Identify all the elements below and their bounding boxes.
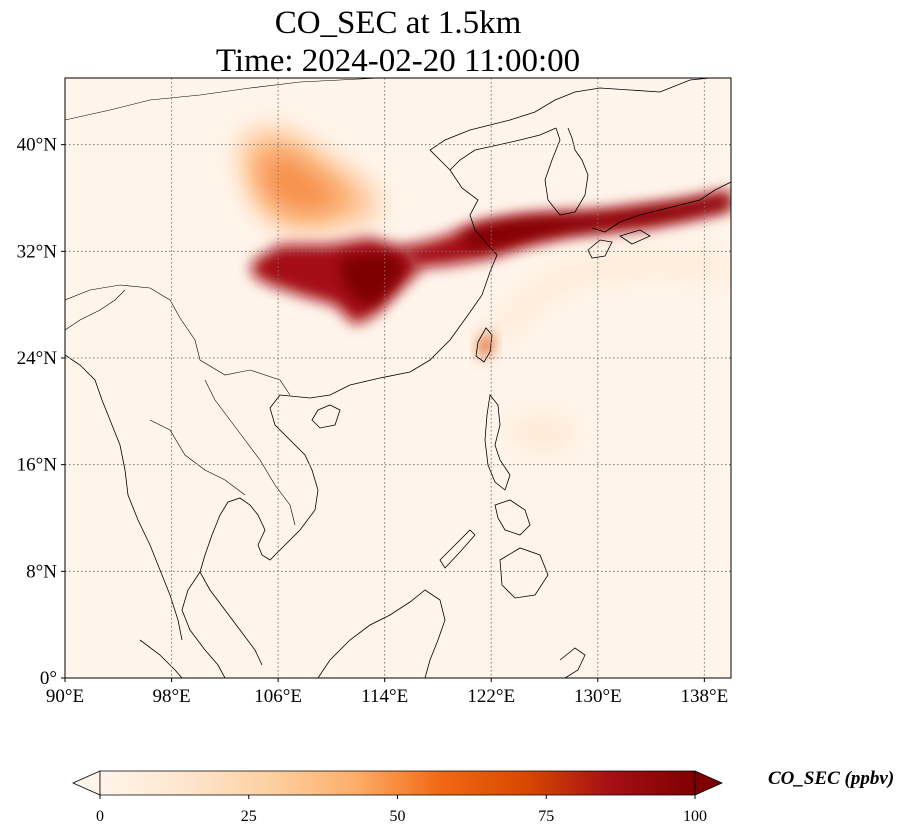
coast-taiwan (475, 327, 493, 363)
coast-japan-kyushu (587, 239, 613, 259)
coast-japan-shikoku (619, 229, 651, 245)
y-tick-label: 0° (40, 668, 57, 689)
x-tick-label: 106°E (254, 686, 302, 707)
colorbar-extend-min (72, 770, 101, 796)
y-tick-label: 32°N (17, 241, 58, 262)
coast-hainan (311, 404, 341, 429)
coast-luzon (484, 394, 511, 491)
map-panel: 90°E 98°E 106°E 114°E 122°E 130°E 138°E 0° 8°N 1… (17, 77, 732, 707)
figure-title-line1: CO_SEC at 1.5km (274, 5, 522, 41)
y-tick-label: 24°N (17, 348, 58, 369)
coast-sumatra (139, 639, 183, 678)
x-axis-ticks: 90°E 98°E 106°E 114°E 122°E 130°E 138°E (46, 678, 728, 707)
border-thailand (149, 419, 246, 496)
country-borders (65, 78, 381, 526)
border-china-north (65, 78, 381, 121)
colorbar-tick-label: 25 (241, 808, 257, 825)
coastlines (65, 78, 731, 678)
x-tick-label: 122°E (467, 686, 515, 707)
coast-myanmar (65, 354, 183, 641)
colorbar-tick-label: 50 (390, 808, 406, 825)
colorbar-title: CO_SEC (ppbv) (768, 768, 895, 789)
plume-band-east-core (460, 198, 731, 250)
colorbar-tick-label: 100 (683, 808, 707, 825)
coast-visayas (494, 499, 531, 536)
colorbar-tick-label: 75 (538, 808, 554, 825)
colorbar-gradient (100, 771, 695, 795)
y-tick-label: 40°N (17, 135, 58, 156)
colorbar-ticks: 0 25 50 75 100 (96, 795, 707, 825)
plume-core-dark (340, 252, 405, 305)
coast-indochina (199, 394, 319, 666)
map-frame (64, 77, 732, 679)
colorbar-tick-label: 0 (96, 808, 104, 825)
border-laos-vietnam (204, 379, 296, 526)
map-background (65, 78, 731, 678)
x-tick-label: 130°E (574, 686, 622, 707)
coast-mindanao (499, 547, 549, 599)
y-axis-ticks: 0° 8°N 16°N 24°N 32°N 40°N (17, 135, 65, 689)
plume-haze-philippine-sea (510, 415, 580, 450)
x-tick-label: 90°E (46, 686, 84, 707)
coast-sulawesi (559, 647, 586, 678)
x-tick-label: 98°E (152, 686, 190, 707)
y-tick-label: 8°N (26, 561, 57, 582)
x-tick-label: 114°E (361, 686, 408, 707)
concentration-field (240, 128, 731, 450)
coast-korea (544, 127, 589, 216)
gridlines (64, 78, 731, 679)
coast-bohai (429, 78, 711, 171)
coast-china-east (279, 127, 557, 399)
coast-japan-honshu (591, 181, 731, 233)
coast-borneo (317, 589, 446, 678)
plume-swirl-east (495, 258, 731, 343)
y-tick-label: 16°N (17, 455, 58, 476)
x-tick-label: 138°E (681, 686, 729, 707)
colorbar-extend-max (694, 770, 723, 796)
figure-title-line2: Time: 2024-02-20 11:00:00 (215, 43, 581, 79)
border-china-south (65, 284, 291, 396)
border-myanmar-india (65, 289, 126, 331)
plume-haze-west (255, 150, 345, 215)
coast-palawan (439, 529, 476, 569)
colorbar: 0 25 50 75 100 (72, 770, 723, 825)
coast-malay-peninsula (181, 571, 226, 678)
